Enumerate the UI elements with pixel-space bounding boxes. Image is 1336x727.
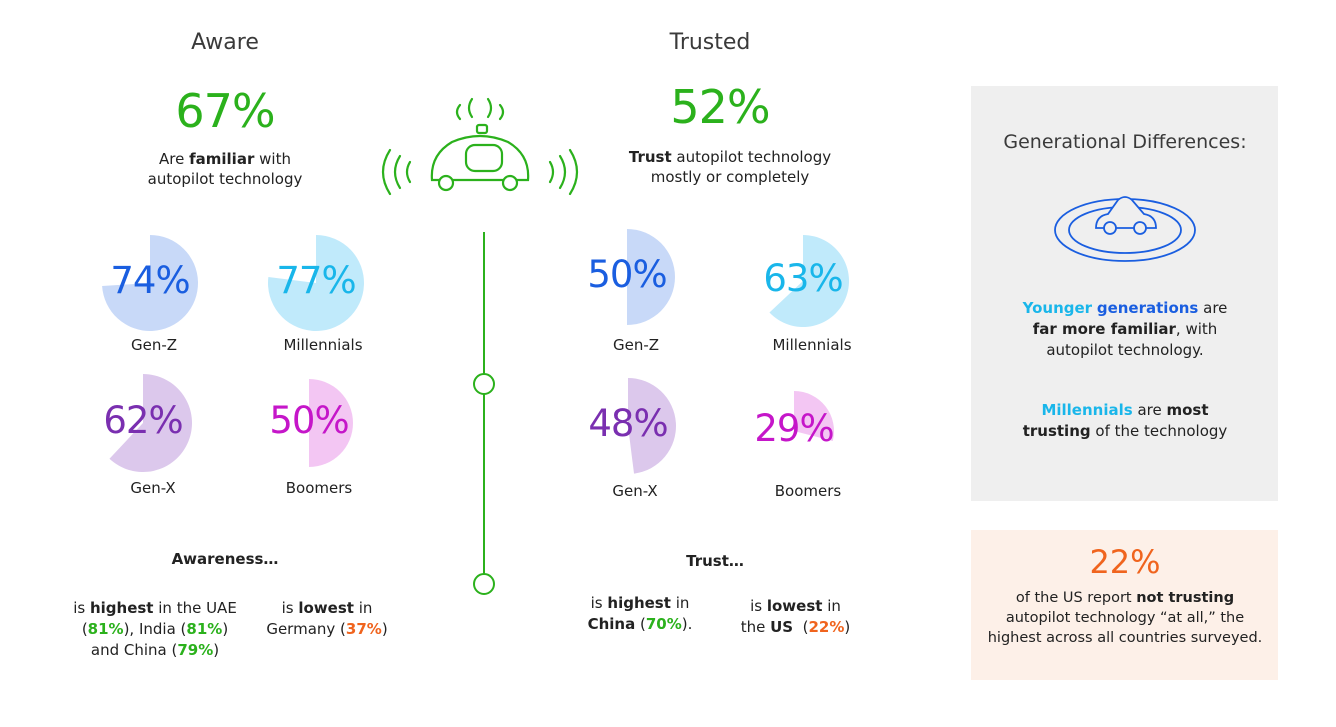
trust-highest: is highest in China (70%).: [587, 594, 693, 633]
pie-slice: [794, 391, 834, 441]
aware-desc-post: with: [259, 150, 291, 168]
us-stat-description: of the US report not trusting autopilot …: [987, 590, 1263, 646]
aware-title: Aware: [191, 30, 259, 55]
trusted-desc-post: autopilot technology: [676, 148, 832, 166]
pie-value-label: 50%: [269, 399, 349, 442]
awareness-heading: Awareness…: [171, 550, 279, 568]
pie-slice: [109, 374, 192, 472]
generational-point-trusting: Millennials are most trusting of the tec…: [1022, 401, 1228, 440]
pie-slice: [102, 235, 198, 331]
aware-gen-label-genz: Gen-Z: [130, 336, 178, 354]
aware-pie-boomers: 50%: [254, 368, 364, 478]
pie-value-label: 62%: [103, 399, 183, 442]
trusted-pie-gen-z: 50%: [572, 222, 682, 332]
trusted-gen-label-genx: Gen-X: [612, 482, 658, 500]
pie-value-label: 74%: [110, 259, 190, 302]
trust-heading: Trust…: [686, 552, 744, 570]
trusted-desc-line2: mostly or completely: [650, 168, 810, 186]
aware-desc-line2: autopilot technology: [147, 170, 303, 188]
timeline-node-icon: [473, 573, 495, 595]
trust-lowest: is lowest in the US (22%): [740, 597, 851, 636]
pie-value-label: 29%: [754, 407, 834, 450]
pie-slice: [628, 378, 676, 474]
trusted-pie-millennials: 63%: [748, 226, 858, 336]
timeline: [473, 232, 495, 595]
aware-pie-gen-z: 74%: [95, 228, 205, 338]
pie-slice: [627, 229, 675, 325]
trusted-gen-label-boomers: Boomers: [774, 482, 842, 500]
aware-pie-gen-x: 62%: [88, 368, 198, 478]
car-radar-icon: [1054, 196, 1196, 262]
trusted-gen-label-genz: Gen-Z: [612, 336, 660, 354]
generational-differences-panel: [971, 86, 1278, 501]
timeline-node-icon: [473, 373, 495, 395]
pie-value-label: 63%: [763, 257, 843, 300]
autonomous-car-icon: [381, 97, 579, 196]
pie-slice: [268, 235, 364, 331]
awareness-lowest: is lowest in Germany (37%): [266, 599, 388, 638]
pie-value-label: 50%: [587, 253, 667, 296]
generational-title: Generational Differences:: [1003, 131, 1247, 153]
aware-gen-label-boomers: Boomers: [285, 479, 353, 497]
aware-description: Are familiar with autopilot technology: [110, 149, 340, 189]
aware-desc-pre: Are: [159, 150, 185, 168]
pie-slice: [769, 235, 849, 327]
pie-value-label: 48%: [588, 402, 668, 445]
awareness-highest: is highest in the UAE (81%), India (81%)…: [73, 599, 237, 659]
trusted-pie-boomers: 29%: [739, 376, 849, 486]
aware-percent: 67%: [175, 84, 275, 138]
trusted-description: Trust autopilot technology mostly or com…: [610, 147, 850, 187]
pie-value-label: 77%: [276, 259, 356, 302]
aware-gen-label-genx: Gen-X: [130, 479, 176, 497]
aware-pie-millennials: 77%: [261, 228, 371, 338]
aware-gen-label-millennials: Millennials: [283, 336, 363, 354]
us-stat-percent: 22%: [1089, 543, 1161, 581]
trusted-desc-bold: Trust: [628, 148, 672, 166]
trusted-percent: 52%: [670, 80, 770, 134]
us-stat-panel: [971, 530, 1278, 680]
trusted-gen-label-millennials: Millennials: [772, 336, 852, 354]
aware-desc-bold: familiar: [189, 150, 255, 168]
trusted-title: Trusted: [669, 30, 751, 55]
trusted-pie-gen-x: 48%: [573, 371, 683, 481]
generational-point-familiar: Younger generations are far more familia…: [1022, 299, 1228, 359]
pie-slice: [309, 379, 353, 467]
